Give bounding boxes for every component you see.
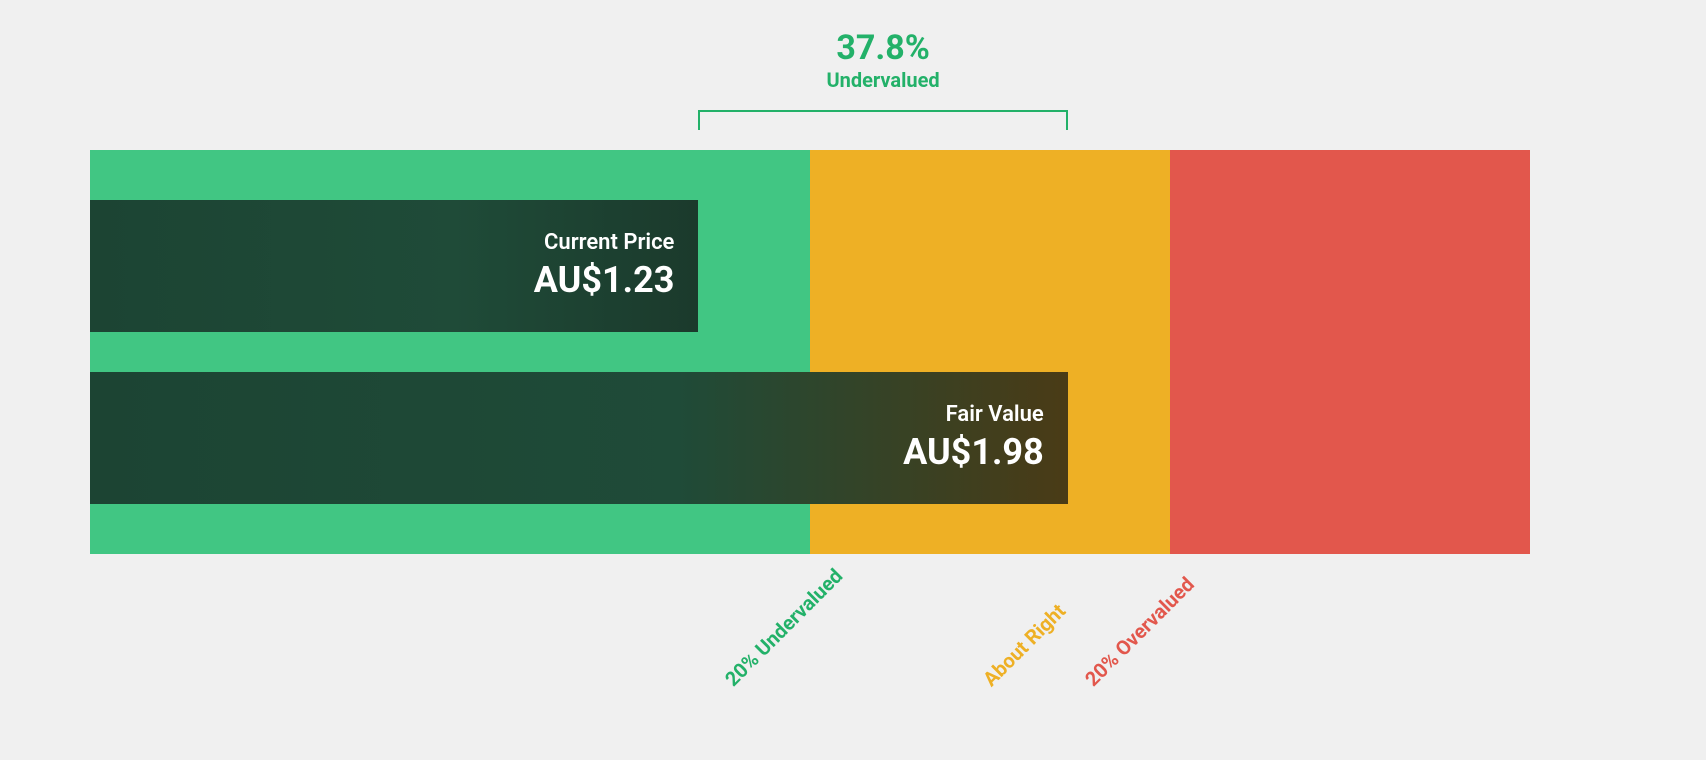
valuation-status: Undervalued bbox=[733, 69, 1033, 91]
current_price-value: AU$1.23 bbox=[534, 259, 675, 302]
fair_value-bar: Fair Value AU$1.98 bbox=[90, 372, 1068, 504]
valuation-chart: Current Price AU$1.23 Fair Value AU$1.98 bbox=[90, 150, 1530, 554]
axis-label: About Right bbox=[978, 599, 1070, 691]
axis-label: 20% Undervalued bbox=[720, 564, 847, 691]
zone-overvalued bbox=[1170, 150, 1530, 554]
valuation-bracket bbox=[698, 110, 1067, 112]
current_price-label: Current Price bbox=[534, 230, 675, 256]
valuation-percent: 37.8% bbox=[733, 30, 1033, 67]
valuation-headline: 37.8%Undervalued bbox=[733, 30, 1033, 91]
axis-label: 20% Overvalued bbox=[1080, 572, 1199, 691]
current_price-bar: Current Price AU$1.23 bbox=[90, 200, 698, 332]
fair_value-label: Fair Value bbox=[903, 402, 1044, 428]
fair_value-value: AU$1.98 bbox=[903, 431, 1044, 474]
